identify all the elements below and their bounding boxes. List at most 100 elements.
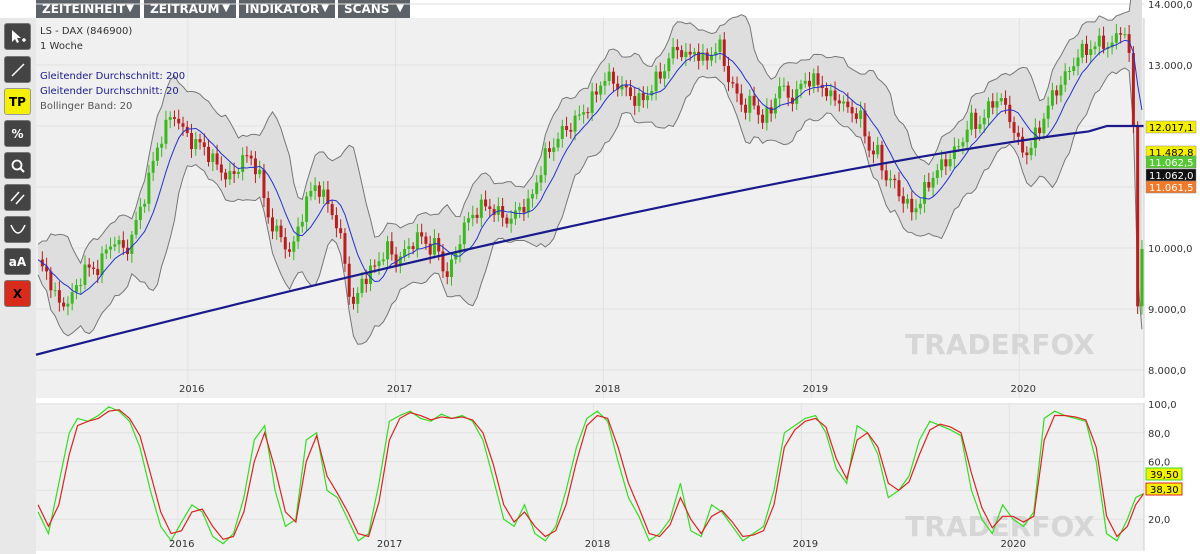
candle-body [177, 118, 181, 124]
candle-body [437, 238, 441, 252]
candle-body [87, 264, 91, 268]
candle-body [620, 85, 624, 90]
candle-body [982, 117, 986, 125]
candle-body [245, 155, 249, 157]
candle-body [752, 95, 756, 106]
candle-body [748, 95, 752, 113]
candle-body [1114, 33, 1118, 43]
candle-body [360, 278, 364, 293]
candle-body [658, 71, 662, 79]
candle-body [228, 171, 232, 180]
magnifier-icon [11, 159, 25, 173]
candle-body [654, 71, 658, 92]
candle-body [888, 178, 892, 181]
candle-body [560, 125, 564, 139]
price-label-text: 12.017,1 [1149, 123, 1194, 134]
candle-body [45, 266, 49, 272]
ma200-line [35, 124, 1144, 356]
candle-body [961, 142, 965, 147]
candle-body [1063, 71, 1067, 85]
candle-body [258, 169, 262, 175]
candle-body [432, 238, 436, 255]
x-tick-label-stoch: 2016 [169, 539, 194, 550]
bollinger-upper [37, 0, 1132, 265]
candle-body [667, 58, 671, 72]
candle-body [969, 112, 973, 130]
candle-body [1136, 126, 1140, 307]
candle-body [377, 261, 381, 267]
chart-header: LS - DAX (846900) 1 Woche Gleitender Dur… [40, 26, 185, 112]
candle-body [143, 203, 147, 207]
arc-tool[interactable] [4, 216, 31, 243]
candle-body [833, 90, 837, 101]
price-label-box [1145, 120, 1197, 134]
stoch-tick-label: 100,0 [1148, 400, 1177, 411]
candle-body [1080, 43, 1084, 58]
candle-body [232, 171, 236, 174]
candle-body [151, 160, 155, 173]
candle-body [100, 253, 104, 276]
candle-body [884, 170, 888, 181]
candle-body [675, 46, 679, 51]
moving-averages [35, 39, 1144, 356]
candle-body [573, 115, 577, 132]
candle-body [735, 83, 739, 94]
candle-body [1102, 35, 1106, 49]
tp-tool[interactable]: TP [4, 88, 31, 115]
tp-tool-label: TP [9, 94, 26, 109]
price-tick-label: 13.000,0 [1148, 61, 1193, 72]
candle-body [241, 155, 245, 172]
parallel-lines-tool[interactable] [4, 184, 31, 211]
candle-body [403, 248, 407, 257]
candle-body [782, 85, 786, 87]
candle-body [292, 241, 296, 252]
candle-body [181, 123, 185, 127]
stoch-label-box [1145, 467, 1183, 481]
candle-body [893, 178, 897, 181]
candle-body [624, 85, 628, 88]
candle-body [880, 144, 884, 171]
candle-body [773, 98, 777, 114]
pointer-add-tool[interactable] [4, 23, 31, 50]
stochastic-panel-background [36, 403, 1144, 551]
candle-body [709, 55, 713, 61]
candle-body [1038, 127, 1042, 134]
candle-body [53, 290, 57, 292]
candle-body [611, 71, 615, 84]
candle-body [714, 51, 718, 56]
candle-body [637, 93, 641, 106]
candle-body [475, 214, 479, 218]
text-tool[interactable]: aA [4, 248, 31, 275]
candle-body [705, 52, 709, 61]
candle-body [330, 204, 334, 216]
candle-body [185, 126, 189, 134]
candle-body [535, 182, 539, 195]
zoom-tool[interactable] [4, 152, 31, 179]
legend-bollinger: Bollinger Band: 20 [40, 101, 132, 112]
candle-body [650, 91, 654, 96]
delete-tool[interactable]: X [4, 280, 31, 307]
price-tick-label: 10.000,0 [1148, 244, 1193, 255]
candle-body [390, 241, 394, 255]
candle-body [356, 292, 360, 304]
candle-body [569, 129, 573, 132]
line-tool[interactable] [4, 56, 31, 83]
x-tick-label: 2019 [803, 384, 828, 395]
candle-body [326, 189, 330, 205]
percent-tool[interactable]: % [4, 120, 31, 147]
bollinger-lower [37, 67, 1143, 345]
candle-body [253, 158, 257, 175]
candle-body [599, 85, 603, 95]
candle-body [1085, 43, 1089, 55]
chevron-down-icon: ▼ [126, 3, 134, 14]
candle-body [1131, 52, 1135, 127]
candle-body [795, 89, 799, 104]
stoch-label-text: 39,50 [1150, 470, 1179, 481]
candle-body [901, 196, 905, 204]
candle-body [488, 206, 492, 210]
candle-body [543, 148, 547, 176]
candle-body [718, 39, 722, 52]
candle-body [394, 254, 398, 265]
candle-body [1089, 49, 1093, 55]
